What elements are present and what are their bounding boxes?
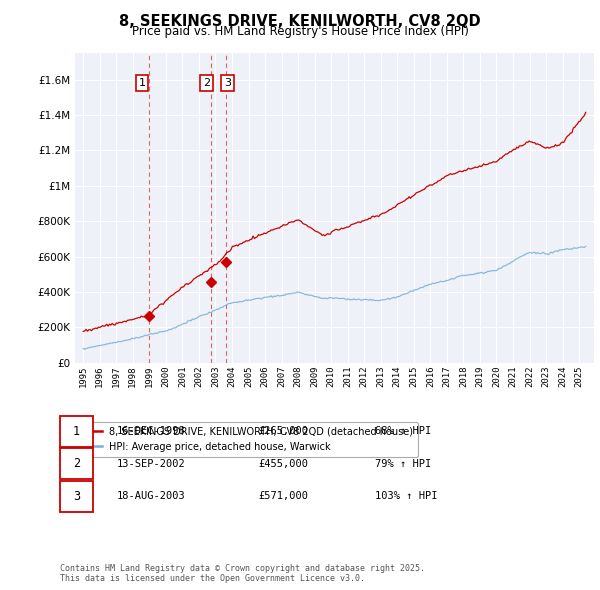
Text: 79% ↑ HPI: 79% ↑ HPI [375, 459, 431, 468]
Text: Price paid vs. HM Land Registry's House Price Index (HPI): Price paid vs. HM Land Registry's House … [131, 25, 469, 38]
Text: £265,000: £265,000 [258, 427, 308, 436]
Text: 3: 3 [73, 490, 80, 503]
Text: 13-SEP-2002: 13-SEP-2002 [117, 459, 186, 468]
Text: 1: 1 [73, 425, 80, 438]
Text: 1: 1 [139, 78, 146, 88]
Legend: 8, SEEKINGS DRIVE, KENILWORTH, CV8 2QD (detached house), HPI: Average price, det: 8, SEEKINGS DRIVE, KENILWORTH, CV8 2QD (… [77, 422, 418, 457]
Text: 68% ↑ HPI: 68% ↑ HPI [375, 427, 431, 436]
Text: 16-DEC-1998: 16-DEC-1998 [117, 427, 186, 436]
Text: 2: 2 [203, 78, 210, 88]
Text: 103% ↑ HPI: 103% ↑ HPI [375, 491, 437, 501]
Text: £455,000: £455,000 [258, 459, 308, 468]
Text: 3: 3 [224, 78, 231, 88]
Text: £571,000: £571,000 [258, 491, 308, 501]
Text: Contains HM Land Registry data © Crown copyright and database right 2025.
This d: Contains HM Land Registry data © Crown c… [60, 563, 425, 583]
Text: 2: 2 [73, 457, 80, 470]
Text: 18-AUG-2003: 18-AUG-2003 [117, 491, 186, 501]
Text: 8, SEEKINGS DRIVE, KENILWORTH, CV8 2QD: 8, SEEKINGS DRIVE, KENILWORTH, CV8 2QD [119, 14, 481, 28]
